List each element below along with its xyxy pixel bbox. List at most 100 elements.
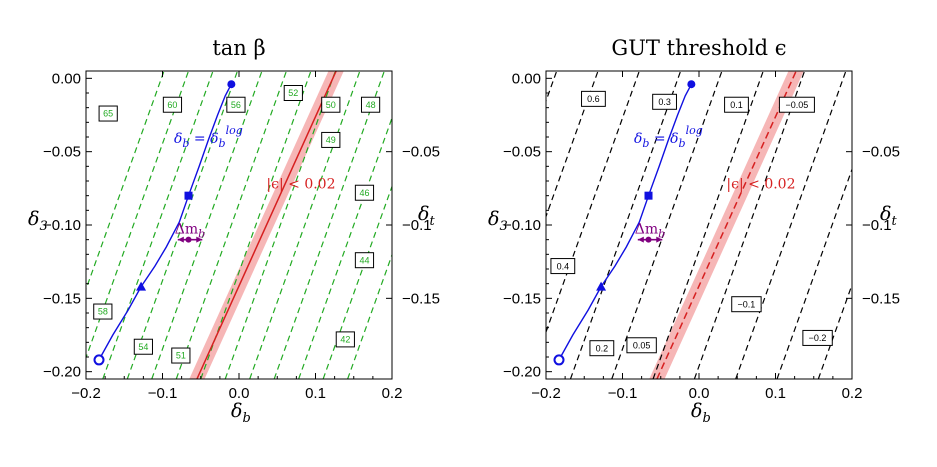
contour-label-box	[778, 96, 815, 113]
x-axis-label: δb	[691, 400, 711, 426]
contour-line	[735, 71, 847, 379]
contour-line	[546, 71, 599, 219]
contour-label-text: 0.6	[587, 94, 600, 104]
chart-panel-2: GUT threshold ϵ 0.6 0.3 0.1 −0.05 0.4 0.2 0.05 −…	[488, 36, 900, 426]
y-axis-label: δ3	[488, 208, 508, 234]
contour-label-text: 42	[340, 335, 350, 345]
dmb-label-sub: b	[198, 228, 205, 241]
chart-title: tan β	[212, 36, 265, 60]
contour-label-text: 65	[103, 109, 113, 119]
contour-label-text: 0.1	[730, 100, 743, 110]
dmb-label-sub: b	[658, 228, 665, 241]
contour-label-text: 0.05	[633, 340, 651, 350]
y-axis-label-base: δ	[488, 208, 499, 230]
dmb-dot	[645, 236, 652, 243]
contour-label: 54	[133, 338, 153, 355]
contour-label-text: 46	[359, 188, 369, 198]
log-curve-label-part: δ	[634, 131, 642, 147]
x-tick-label: 0.1	[765, 385, 786, 402]
contour-label-box	[354, 184, 375, 201]
log-curve-label-part: b	[219, 137, 226, 150]
marker-open-circle	[553, 354, 565, 366]
contour-label: 0.4	[550, 258, 576, 275]
contour-line	[126, 71, 239, 379]
contour-label-text: 0.4	[557, 261, 570, 271]
contour-label: 46	[354, 184, 375, 201]
contour-label: 44	[354, 252, 375, 269]
contour-label: 42	[335, 331, 355, 348]
contour-label-text: 51	[176, 351, 186, 361]
contour-line	[817, 283, 852, 379]
contour-label-box	[162, 96, 183, 113]
marker-triangle	[596, 281, 607, 291]
log-curve-label: δb = δblog	[634, 124, 703, 150]
y-tick-label: −0.10	[503, 217, 541, 234]
log-curve-label-part: b	[679, 137, 686, 150]
contour-line	[569, 71, 682, 379]
contour-label-box	[360, 96, 381, 113]
contour-label-box	[626, 337, 657, 354]
y-tick-label: 0.00	[52, 70, 81, 87]
marker-square	[184, 191, 193, 200]
marker-filled-circle	[687, 80, 696, 89]
y2-axis-label-sub: t	[429, 214, 435, 229]
contour-line	[322, 184, 392, 379]
plot-area: 0.6 0.3 0.1 −0.05 0.4 0.2 0.05 −0.1 −0.2	[546, 71, 852, 379]
contour-label-box	[133, 338, 153, 355]
dmb-label: Δmb	[635, 222, 665, 241]
dmb-label: Δmb	[175, 222, 205, 241]
x-axis-label-sub: b	[702, 411, 710, 426]
contour-label-box	[581, 90, 606, 107]
dmb-label-base: Δm	[175, 222, 198, 238]
x-tick-label: 0.0	[229, 385, 250, 402]
contour-line	[86, 71, 190, 360]
contour-label: 56	[226, 96, 246, 113]
y2-axis-label: δt	[418, 203, 435, 229]
contour-label-box	[589, 340, 615, 357]
y2-axis-label-base: δ	[418, 203, 429, 225]
contour-label: −0.1	[731, 296, 762, 313]
contour-label: 60	[162, 96, 183, 113]
contour-label-text: 60	[167, 100, 177, 110]
contour-label-text: 0.3	[658, 97, 671, 107]
log-curve-label-part: log	[226, 124, 243, 137]
y2-axis-label-sub: t	[891, 214, 897, 229]
x-axis-label-base: δ	[231, 400, 242, 422]
contour-label-box	[802, 329, 833, 346]
y-tick-label: −0.20	[503, 364, 541, 381]
y-tick-label: −0.05	[503, 144, 541, 161]
log-curve-label-part: δ	[174, 131, 182, 147]
log-curve-label-part: = δ	[649, 131, 678, 147]
contour-line	[102, 71, 214, 379]
x-tick-label: 0.2	[382, 385, 403, 402]
y2-tick-label: −0.05	[402, 144, 440, 161]
log-curve	[98, 83, 232, 361]
log-curve-label: δb = δblog	[174, 124, 243, 150]
dmb-arrowhead-right	[196, 236, 203, 243]
contour-label-box	[98, 105, 118, 122]
y-tick-label: −0.15	[43, 290, 81, 307]
contour-label: 50	[321, 96, 341, 113]
log-curve	[558, 83, 693, 361]
y2-tick-label: −0.1	[402, 217, 432, 234]
contour-label: 48	[360, 96, 381, 113]
contour-label: 0.2	[589, 340, 615, 357]
dmb-label-base: Δm	[635, 222, 658, 238]
y-tick-label: 0.00	[512, 70, 541, 87]
contour-label-text: −0.1	[738, 299, 756, 309]
contour-label-box	[226, 96, 246, 113]
chart-panel-1: tan β 65 60 56 52 50 48 49 46 44 42 58 54 51 |ϵ| < 0.0…	[28, 36, 440, 426]
contour-label-text: 52	[288, 88, 298, 98]
y2-tick-label: −0.15	[402, 290, 440, 307]
y-tick-label: −0.10	[43, 217, 81, 234]
log-curve-label-part: log	[686, 124, 703, 137]
contour-line	[347, 253, 392, 379]
contour-label: 65	[98, 105, 118, 122]
x-tick-label: 0.0	[689, 385, 710, 402]
contour-label-box	[354, 252, 375, 269]
log-curve-label-part: b	[182, 137, 189, 150]
band-label: |ϵ| < 0.02	[726, 176, 795, 192]
contour-label-text: 49	[326, 135, 336, 145]
x-axis-label-sub: b	[242, 411, 250, 426]
